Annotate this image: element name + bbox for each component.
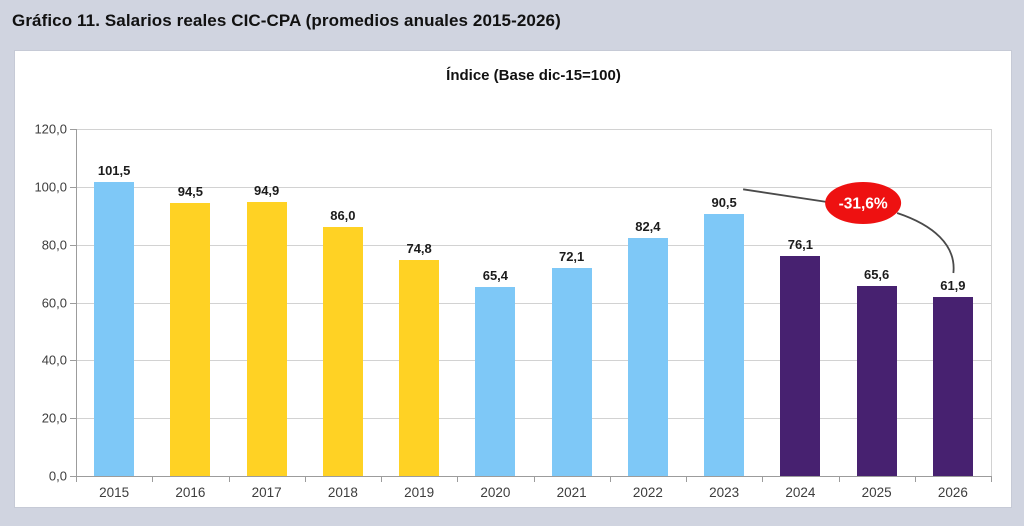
bar-value-2024: 76,1 xyxy=(787,236,814,252)
x-label-2015: 2015 xyxy=(99,485,130,500)
bar-2018 xyxy=(322,227,363,476)
bar-value-2017: 94,9 xyxy=(253,182,280,198)
y-axis-label-120: 120,0 xyxy=(34,121,67,137)
bar-2026 xyxy=(932,297,973,476)
gridline-40 xyxy=(76,360,991,362)
gridline-20 xyxy=(76,418,991,420)
x-label-2025: 2025 xyxy=(861,485,892,500)
bar-2020 xyxy=(475,286,516,476)
x-label-2017: 2017 xyxy=(251,485,282,500)
x-axis-tick-12 xyxy=(991,476,992,482)
x-axis-tick-4 xyxy=(381,476,382,482)
y-axis-label-80: 80,0 xyxy=(41,237,67,253)
y-axis-tick-0 xyxy=(70,476,76,477)
x-axis-tick-11 xyxy=(914,476,916,482)
y-axis-tick-60 xyxy=(70,302,76,304)
bar-2015 xyxy=(94,182,135,476)
bar-value-2020: 65,4 xyxy=(482,267,509,283)
y-axis-label-20: 20,0 xyxy=(41,410,67,426)
bar-value-2026: 61,9 xyxy=(940,278,966,293)
plot-area: 0,0 20,0 40,0 60,0 80,0 100,0 120,0 101,5 2015 94… xyxy=(15,51,1013,509)
bar-value-2025: 65,6 xyxy=(863,267,890,283)
bar-2016 xyxy=(170,202,211,476)
plot-border-right xyxy=(991,129,992,476)
x-axis-line xyxy=(76,476,991,477)
x-label-2023: 2023 xyxy=(709,485,740,500)
y-axis-tick-80 xyxy=(70,244,76,246)
x-label-2024: 2024 xyxy=(785,485,816,500)
bar-value-2019: 74,8 xyxy=(406,240,432,256)
bar-2019 xyxy=(399,259,440,476)
bar-2021 xyxy=(551,267,592,476)
x-axis-tick-7 xyxy=(609,476,611,482)
y-axis-label-60: 60,0 xyxy=(41,295,67,310)
y-axis-tick-40 xyxy=(70,360,76,362)
bar-value-2018: 86,0 xyxy=(330,208,356,224)
x-label-2016: 2016 xyxy=(175,485,206,500)
x-label-2018: 2018 xyxy=(327,485,358,500)
y-axis-line xyxy=(76,129,77,476)
bar-value-2022: 82,4 xyxy=(635,218,661,234)
bar-value-2015: 101,5 xyxy=(97,163,131,179)
x-label-2021: 2021 xyxy=(556,485,587,500)
x-axis-tick-10 xyxy=(838,476,840,482)
y-axis-tick-120 xyxy=(70,129,76,130)
x-axis-tick-8 xyxy=(686,476,687,482)
y-axis-label-0: 0,0 xyxy=(48,468,67,484)
y-axis-tick-20 xyxy=(70,418,76,420)
bar-value-2023: 90,5 xyxy=(711,195,737,211)
x-axis-tick-9 xyxy=(762,476,764,482)
gridline-120 xyxy=(76,129,991,130)
x-axis-tick-3 xyxy=(304,476,306,482)
x-label-2019: 2019 xyxy=(404,485,435,500)
bar-value-2016: 94,5 xyxy=(177,183,204,199)
y-axis-label-100: 100,0 xyxy=(34,179,67,195)
chart-panel: Índice (Base dic-15=100) 0,0 20,0 40,0 60,0… xyxy=(14,50,1012,508)
gridline-100 xyxy=(76,186,991,188)
x-label-2020: 2020 xyxy=(480,485,511,500)
gridline-80 xyxy=(76,244,991,246)
x-axis-tick-0 xyxy=(76,476,77,482)
bar-2022 xyxy=(627,237,668,476)
x-axis-tick-6 xyxy=(533,476,535,482)
gridline-60 xyxy=(76,302,991,304)
page-title: Gráfico 11. Salarios reales CIC-CPA (pro… xyxy=(12,11,561,30)
bar-2024 xyxy=(780,255,821,476)
chart-title: Índice (Base dic-15=100) xyxy=(446,67,621,84)
x-label-2026: 2026 xyxy=(937,485,968,500)
bar-value-2021: 72,1 xyxy=(558,248,585,264)
y-axis-label-40: 40,0 xyxy=(41,352,67,368)
x-axis-tick-1 xyxy=(152,476,154,482)
y-axis-tick-100 xyxy=(70,186,76,188)
x-axis-tick-5 xyxy=(457,476,459,482)
bar-2017 xyxy=(246,201,287,476)
bar-2025 xyxy=(856,286,897,476)
x-axis-tick-2 xyxy=(228,476,230,482)
x-label-2022: 2022 xyxy=(632,485,663,500)
bar-2023 xyxy=(704,214,745,476)
